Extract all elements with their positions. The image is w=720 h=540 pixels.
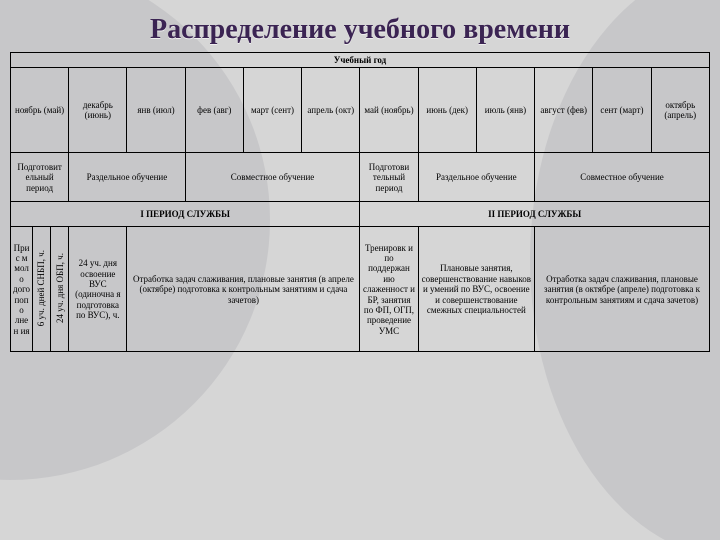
detail-cell: 24 уч. дня ОБП, ч.	[51, 227, 69, 352]
detail-cell: 6 уч. дней СНБП, ч.	[33, 227, 51, 352]
training-cell: Раздельное обучение	[418, 153, 534, 202]
page-title: Распределение учебного времени	[0, 0, 720, 46]
header-year: Учебный год	[11, 53, 710, 68]
detail-cell: Отработка задач слаживания, плановые зан…	[127, 227, 360, 352]
detail-cell: Тренировк и по поддержан ию слаженност и…	[360, 227, 418, 352]
training-cell: Совместное обучение	[185, 153, 360, 202]
month-cell: сент (март)	[593, 68, 651, 153]
training-cell: Раздельное обучение	[69, 153, 185, 202]
month-cell: октябрь (апрель)	[651, 68, 709, 153]
training-cell: Подготовит ельный период	[11, 153, 69, 202]
training-cell: Подготови тельный период	[360, 153, 418, 202]
detail-cell: Прис м моло дого попо лнен ия	[11, 227, 33, 352]
month-cell: фев (авг)	[185, 68, 243, 153]
period-cell: I ПЕРИОД СЛУЖБЫ	[11, 202, 360, 227]
month-cell: июнь (дек)	[418, 68, 476, 153]
training-cell: Совместное обучение	[535, 153, 710, 202]
period-cell: II ПЕРИОД СЛУЖБЫ	[360, 202, 710, 227]
month-cell: май (ноябрь)	[360, 68, 418, 153]
detail-cell: Плановые занятия, совершенствование навы…	[418, 227, 534, 352]
month-cell: август (фев)	[535, 68, 593, 153]
month-cell: март (сент)	[243, 68, 301, 153]
month-cell: июль (янв)	[476, 68, 534, 153]
detail-cell: 24 уч. дня освоение ВУС (одиночна я подг…	[69, 227, 127, 352]
month-cell: апрель (окт)	[302, 68, 360, 153]
month-cell: янв (июл)	[127, 68, 185, 153]
month-cell: ноябрь (май)	[11, 68, 69, 153]
month-cell: декабрь (июнь)	[69, 68, 127, 153]
detail-cell: Отработка задач слаживания, плановые зан…	[535, 227, 710, 352]
schedule-table: Учебный год ноябрь (май) декабрь (июнь) …	[10, 52, 710, 352]
